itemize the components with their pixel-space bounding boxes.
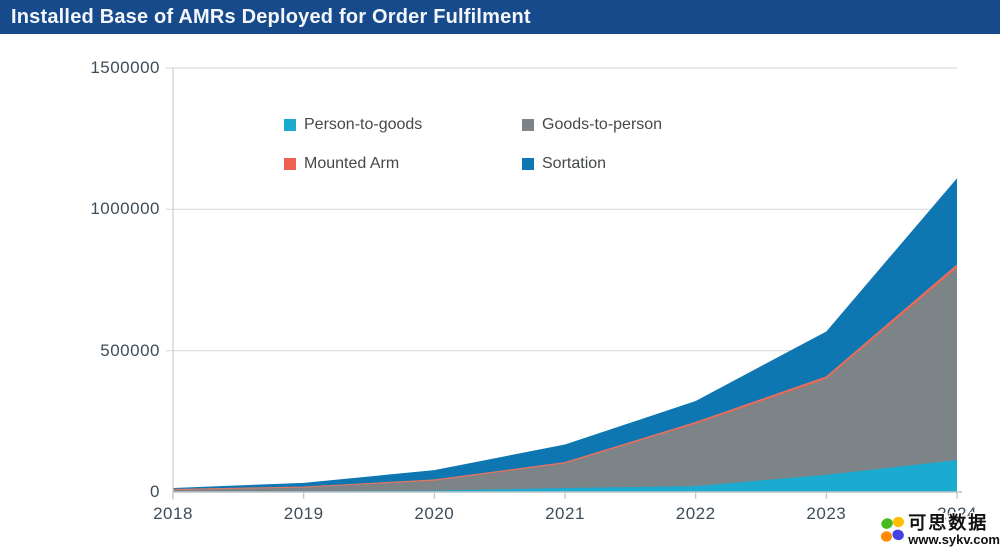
x-tick-label: 2021 xyxy=(545,504,585,523)
legend-item-mounted-arm: Mounted Arm xyxy=(284,155,522,173)
y-tick-label: 1000000 xyxy=(90,199,160,219)
mounted-arm-boundary-line xyxy=(172,264,958,491)
x-tick-label: 2018 xyxy=(153,504,193,523)
x-tick-label: 2024 xyxy=(937,504,977,523)
area-series-person-to-goods xyxy=(173,460,957,492)
x-tick-label: 2019 xyxy=(283,504,324,523)
watermark-url: www.sykv.com xyxy=(908,531,1000,547)
watermark-logo-icon xyxy=(880,516,904,542)
chart-legend: Person-to-goods Goods-to-person Mounted Ar… xyxy=(284,116,662,173)
y-tick-label: 500000 xyxy=(100,340,160,360)
page-title: Installed Base of AMRs Deployed for Orde… xyxy=(11,5,531,28)
x-tick-label: 2020 xyxy=(414,504,455,523)
legend-item-goods-to-person: Goods-to-person xyxy=(522,116,662,134)
legend-label: Sortation xyxy=(542,155,607,172)
y-tick-label: 0 xyxy=(150,482,160,501)
y-tick-label: 1500000 xyxy=(90,58,160,77)
x-tick-label: 2022 xyxy=(675,504,716,523)
x-tick-label: 2023 xyxy=(806,504,847,523)
legend-swatch-icon xyxy=(522,119,534,131)
title-bar: Installed Base of AMRs Deployed for Orde… xyxy=(0,0,1000,34)
legend-item-person-to-goods: Person-to-goods xyxy=(284,116,522,134)
legend-label: Mounted Arm xyxy=(304,155,400,172)
area-series-goods-to-person xyxy=(173,267,957,492)
legend-label: Goods-to-person xyxy=(542,116,663,133)
legend-label: Person-to-goods xyxy=(304,116,423,133)
watermark-texts: 可思数据 www.sykv.com xyxy=(908,512,1000,547)
watermark: 可思数据 www.sykv.com xyxy=(879,507,1000,553)
legend-swatch-icon xyxy=(284,158,296,170)
legend-swatch-icon xyxy=(522,158,534,170)
watermark-cjk-text: 可思数据 xyxy=(908,512,989,533)
legend-swatch-icon xyxy=(284,119,296,131)
legend-item-sortation: Sortation xyxy=(522,155,662,173)
